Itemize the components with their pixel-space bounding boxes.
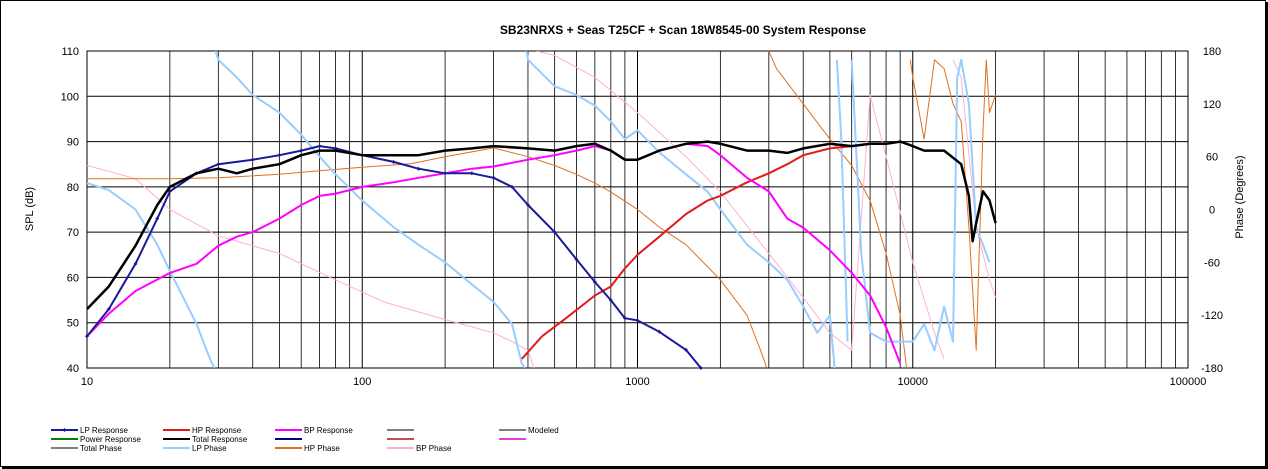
series-marker-lp-response (85, 334, 89, 339)
legend-label: Modeled (528, 426, 559, 435)
chart-title: SB23NRXS + Seas T25CF + Scan 18W8545-00 … (500, 23, 867, 37)
y-tick-label: 110 (61, 46, 79, 58)
series-marker-lp-response (592, 279, 597, 284)
series-layer (85, 51, 997, 370)
legend-label: HP Response (192, 426, 242, 435)
legend-label: Power Response (80, 435, 141, 444)
series-marker-lp-response (491, 175, 496, 180)
series-marker-lp-response (391, 159, 396, 164)
x-tick-label: 10000 (897, 376, 928, 388)
legend-label: BP Response (304, 426, 353, 435)
series-marker-lp-response (698, 366, 703, 370)
series-marker-lp-response (552, 230, 557, 235)
series-line-total-response (87, 140, 997, 310)
series-marker-lp-response (317, 144, 322, 149)
series-marker-lp-response (622, 316, 627, 321)
legend: LP Response HP Response BP Response Modeled… (51, 426, 559, 453)
series-marker-lp-response (277, 153, 282, 158)
legend-label: Total Phase (80, 444, 122, 453)
y2-axis-label: Phase (Degrees) (1234, 155, 1246, 238)
axes: 110100908070605040180120600-60-120-18010… (61, 46, 1223, 388)
series-marker-lp-response (155, 216, 160, 221)
legend-marker (62, 428, 67, 432)
series-marker-lp-response (106, 307, 111, 312)
x-tick-label: 100 (353, 376, 371, 388)
series-marker-lp-response (525, 202, 530, 207)
x-tick-label: 100000 (1170, 376, 1207, 388)
x-tick-label: 1000 (625, 376, 649, 388)
series-line-lp-phase (87, 51, 991, 368)
y2-tick-label: -60 (1204, 257, 1220, 269)
y-tick-label: 60 (67, 272, 79, 284)
series-marker-lp-response (133, 261, 138, 266)
y-tick-label: 70 (67, 227, 79, 239)
series-line-hp-response (521, 145, 852, 360)
series-marker-lp-response (299, 148, 304, 153)
series-marker-lp-response (416, 166, 421, 171)
legend-label: Total Response (192, 435, 248, 444)
series-marker-lp-response (469, 171, 474, 176)
legend-label: BP Phase (416, 444, 452, 453)
y2-tick-label: -120 (1201, 310, 1223, 322)
series-marker-lp-response (683, 347, 688, 352)
x-tick-label: 10 (81, 376, 93, 388)
legend-label: LP Response (80, 426, 128, 435)
y2-tick-label: 180 (1203, 46, 1221, 58)
y-tick-label: 40 (67, 363, 79, 375)
y2-tick-label: 0 (1209, 205, 1215, 217)
series-marker-lp-response (250, 157, 255, 162)
series-line-hp-phase (87, 51, 997, 368)
legend-label: LP Phase (192, 444, 227, 453)
series-marker-lp-response (443, 171, 448, 176)
y-tick-label: 100 (61, 91, 79, 103)
series-marker-lp-response (574, 257, 579, 262)
y2-tick-label: -180 (1201, 363, 1223, 375)
y2-tick-label: 60 (1206, 152, 1218, 164)
series-marker-lp-response (216, 162, 221, 167)
series-marker-lp-response (608, 298, 613, 303)
y-tick-label: 50 (67, 318, 79, 330)
legend-label: HP Phase (304, 444, 340, 453)
y-tick-label: 90 (67, 137, 79, 149)
series-marker-lp-response (635, 318, 640, 323)
y-axis-label: SPL (dB) (24, 187, 36, 231)
y2-tick-label: 120 (1203, 99, 1221, 111)
series-line-bp-response (87, 142, 902, 364)
y-tick-label: 80 (67, 182, 79, 194)
series-marker-lp-response (657, 329, 662, 334)
series-marker-lp-response (510, 184, 515, 189)
